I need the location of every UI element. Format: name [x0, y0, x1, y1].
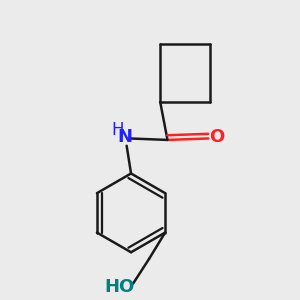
Text: H: H [112, 121, 124, 139]
Text: HO: HO [105, 278, 135, 296]
Text: N: N [118, 128, 133, 146]
Text: O: O [209, 128, 224, 146]
